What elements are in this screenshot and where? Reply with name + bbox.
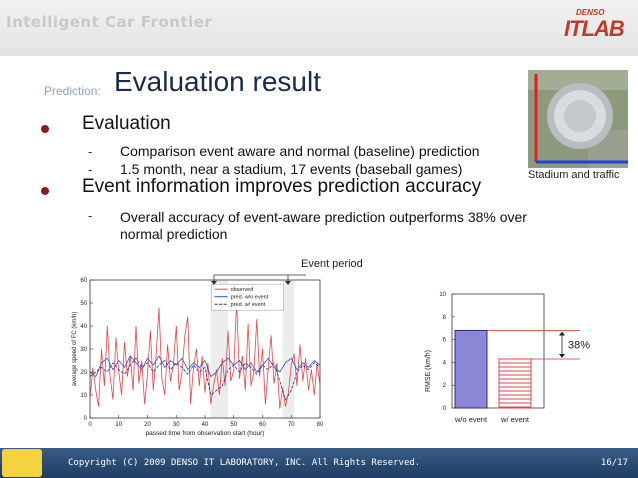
y-tick-label: 10 — [439, 292, 446, 298]
speed-line-chart: 0 10 20 30 40 50 60 70 80 0 10 20 30 40 50 60 observed p… — [72, 278, 324, 437]
bullet-event-information: Event information improves prediction ac… — [82, 176, 482, 197]
legend-box — [211, 283, 284, 311]
x-category-label: w/ event — [500, 415, 530, 424]
series-line-1 — [89, 355, 321, 378]
y-tick-label: 30 — [80, 347, 87, 353]
x-axis-label: passed time from observation start (hour… — [146, 430, 265, 437]
page-number: 16/17 — [600, 458, 628, 468]
sub-bullet-dash: - — [88, 208, 93, 223]
x-tick-label: 80 — [317, 422, 324, 428]
y-tick-label: 0 — [443, 406, 447, 412]
slide-footer: Copyright (C) 2009 DENSO IT LABORATORY, … — [0, 448, 638, 478]
bar-0 — [454, 329, 488, 409]
slide-title: Evaluation result — [114, 66, 322, 97]
series-line-0 — [89, 300, 321, 409]
bullet-dot — [41, 125, 49, 133]
bullet-dot — [41, 187, 49, 195]
y-tick-label: 4 — [443, 360, 447, 366]
x-tick-label: 40 — [202, 422, 209, 428]
legend-label: observed — [231, 287, 254, 293]
annotation-arrowhead — [559, 331, 565, 336]
title-prefix: Prediction: — [44, 84, 101, 98]
event-band — [210, 280, 228, 418]
sub-bullet-dash: - — [88, 144, 93, 159]
legend-label: pred. w/ event — [231, 302, 266, 308]
x-tick-label: 10 — [115, 422, 122, 428]
x-tick-label: 70 — [288, 422, 295, 428]
y-tick-label: 60 — [80, 278, 87, 284]
y-tick-label: 2 — [443, 383, 447, 389]
y-axis-label: RMSE (km/h) — [425, 350, 432, 392]
y-tick-label: 0 — [84, 416, 88, 422]
copyright-text: Copyright (C) 2009 DENSO IT LABORATORY, … — [68, 458, 421, 468]
conference-badge — [2, 449, 42, 477]
y-tick-label: 10 — [80, 393, 87, 399]
photo-caption: Stadium and traffic — [528, 169, 620, 181]
bullet-evaluation: Evaluation — [82, 113, 171, 134]
event-band — [282, 280, 295, 418]
rmse-bar-chart: 0 2 4 6 8 10 w/o event w/ event 38% RMSE (km/h… — [425, 292, 590, 424]
x-tick-label: 0 — [88, 422, 92, 428]
x-tick-label: 60 — [259, 422, 266, 428]
logo-small-text: DENSO — [576, 8, 605, 17]
y-tick-label: 8 — [443, 315, 447, 321]
stadium-aerial-photo — [528, 70, 628, 168]
sub-bullet-period: 1.5 month, near a stadium, 17 events (ba… — [120, 161, 463, 177]
event-period-arrows — [211, 274, 306, 285]
y-tick-label: 6 — [443, 338, 447, 344]
sub-bullet-comparison: Comparison event aware and normal (basel… — [120, 143, 480, 159]
y-tick-label: 40 — [80, 324, 87, 330]
series-line-2 — [89, 357, 321, 401]
header-title: Intelligent Car Frontier — [6, 13, 213, 31]
y-axis-label: average speed of FC (km/h) — [72, 312, 78, 387]
sub-bullet-accuracy: Overall accuracy of event-aware predicti… — [120, 209, 527, 242]
y-tick-label: 20 — [80, 370, 87, 376]
annotation-arrowhead — [559, 353, 565, 358]
annotation-label: 38% — [568, 340, 590, 352]
logo-main-text: ITLAB — [564, 16, 625, 41]
slide-header: Intelligent Car Frontier DENSO ITLAB — [0, 0, 638, 56]
x-tick-label: 20 — [144, 422, 151, 428]
legend-label: pred. w/o event — [231, 295, 269, 301]
bar-1 — [498, 358, 532, 409]
x-tick-label: 50 — [230, 422, 237, 428]
sub-bullet-dash: - — [88, 162, 93, 177]
x-category-label: w/o event — [454, 415, 488, 424]
y-tick-label: 50 — [80, 301, 87, 307]
denso-itlab-logo: DENSO ITLAB — [564, 5, 628, 45]
x-tick-label: 30 — [173, 422, 180, 428]
event-period-label: Event period — [301, 258, 363, 270]
